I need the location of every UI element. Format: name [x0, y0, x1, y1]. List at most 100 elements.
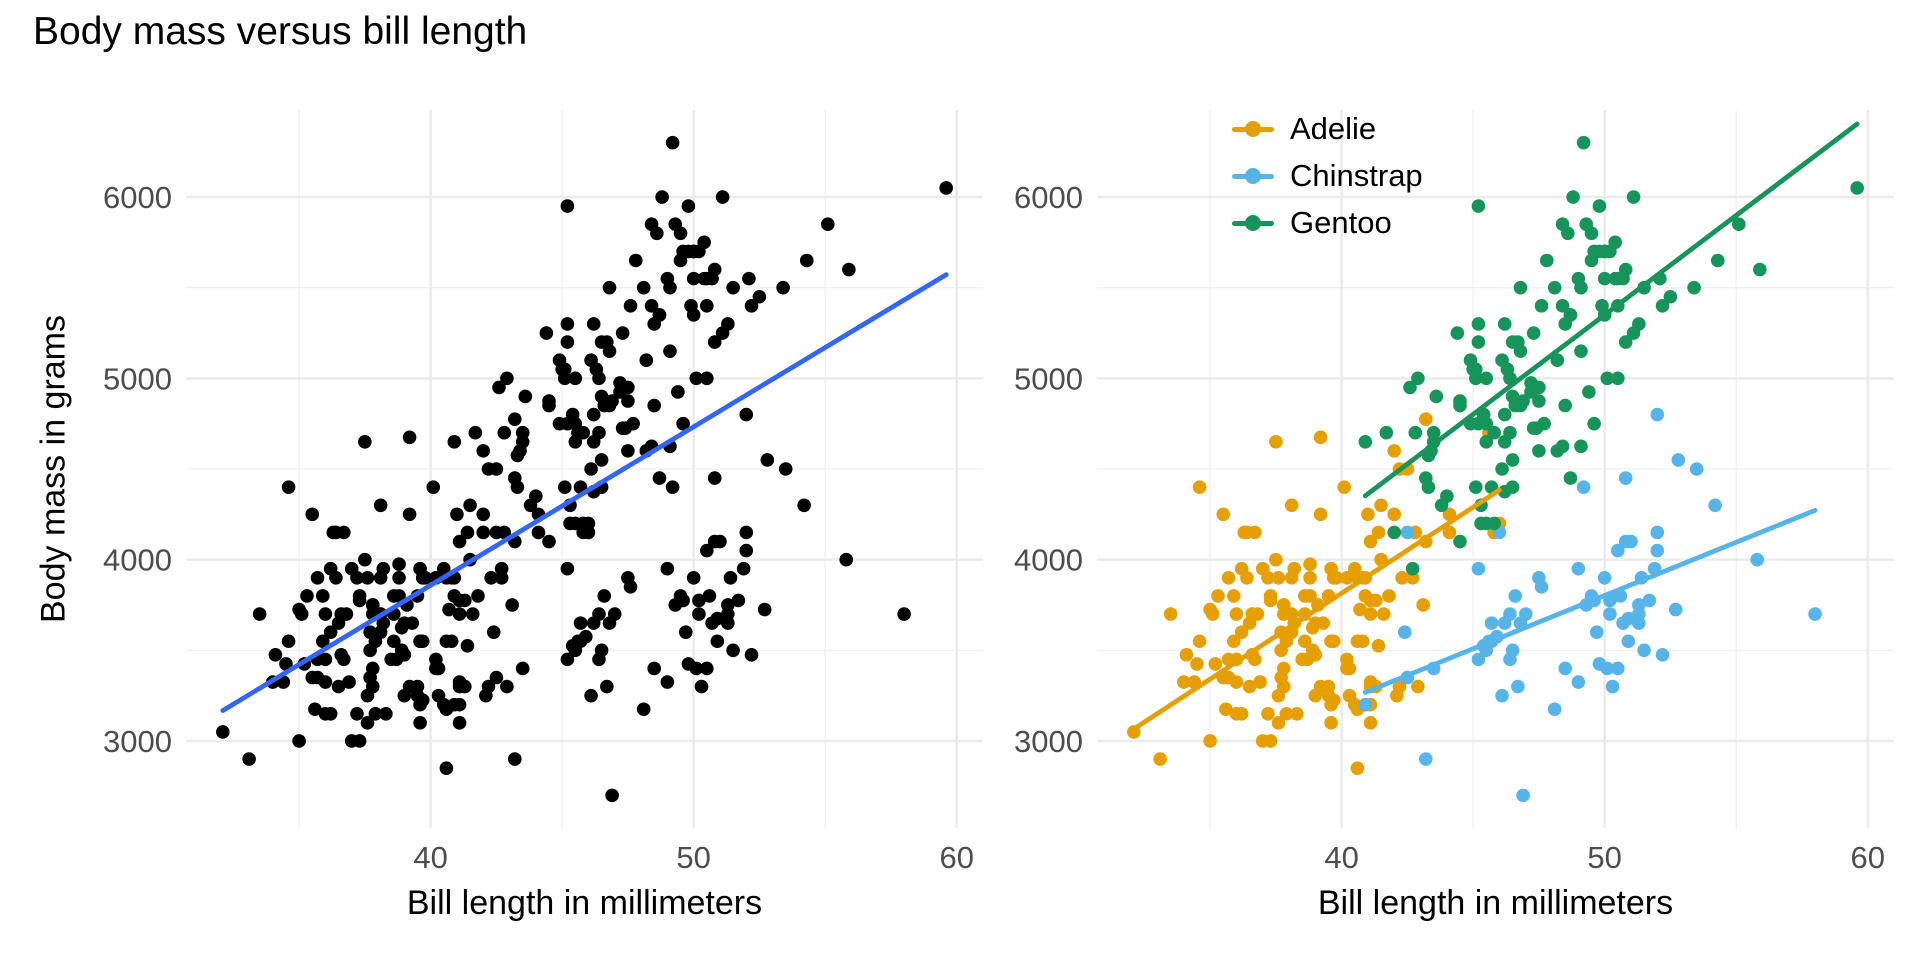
data-point-chinstrap [1592, 657, 1607, 671]
data-point-chinstrap [1571, 675, 1586, 689]
data-point-chinstrap [573, 634, 588, 649]
data-point-adelie [1253, 675, 1267, 689]
data-point-adelie [397, 648, 412, 662]
data-point-gentoo [1587, 416, 1601, 431]
data-point-gentoo [1471, 335, 1486, 349]
data-point-gentoo [652, 471, 667, 485]
y-tick-label: 3000 [1014, 724, 1083, 759]
data-point-adelie [1308, 616, 1323, 630]
data-point-chinstrap [1571, 561, 1586, 576]
data-point-gentoo [707, 262, 722, 277]
x-axis-title-left: Bill length in millimeters [406, 884, 763, 922]
data-point-adelie [450, 507, 464, 522]
data-point-adelie [392, 570, 406, 585]
data-point-adelie [1234, 561, 1249, 576]
data-point-gentoo [684, 299, 698, 313]
y-tick-label: 5000 [103, 361, 172, 396]
data-point-chinstrap [702, 589, 717, 603]
trend-line [1362, 121, 1860, 499]
x-tick-label: 60 [939, 840, 973, 875]
data-point-chinstrap [1621, 634, 1636, 649]
data-point-gentoo [518, 389, 533, 404]
data-point-adelie [1190, 657, 1204, 671]
data-point-adelie [531, 525, 546, 540]
data-point-adelie [373, 498, 388, 513]
x-tick-label: 50 [676, 840, 710, 875]
data-point-adelie [360, 688, 375, 703]
legend-item-chinstrap: Chinstrap [1232, 155, 1423, 197]
data-point-adelie [1192, 480, 1207, 494]
data-point-adelie [460, 638, 475, 653]
data-point-adelie [1226, 589, 1241, 603]
data-point-adelie [352, 593, 367, 608]
data-point-chinstrap [694, 679, 709, 694]
data-point-chinstrap [560, 561, 575, 576]
data-point-chinstrap [573, 616, 588, 630]
data-point-gentoo [584, 462, 598, 476]
data-point-adelie [452, 716, 467, 730]
data-point-gentoo [523, 498, 538, 513]
data-point-gentoo [621, 444, 635, 458]
data-point-gentoo [1600, 371, 1615, 386]
data-point-gentoo [494, 561, 509, 576]
data-point-gentoo [676, 416, 690, 431]
data-point-chinstrap [721, 607, 735, 621]
data-point-adelie [279, 657, 293, 671]
data-point-chinstrap [1597, 570, 1612, 585]
data-point-gentoo [647, 317, 662, 331]
data-point-adelie [360, 716, 375, 730]
data-point-gentoo [602, 344, 617, 358]
data-point-gentoo [1555, 439, 1570, 454]
data-point-adelie [379, 706, 393, 721]
data-point-adelie [1313, 430, 1328, 445]
data-point-chinstrap [1516, 788, 1530, 803]
data-point-gentoo [1524, 385, 1538, 399]
data-point-gentoo [568, 371, 583, 386]
data-point-gentoo [592, 425, 606, 440]
data-point-adelie [281, 480, 296, 494]
data-point-gentoo [673, 226, 688, 241]
data-point-chinstrap [1471, 652, 1486, 667]
data-point-chinstrap [1495, 688, 1509, 703]
data-point-chinstrap [1618, 534, 1633, 549]
data-point-adelie [1203, 734, 1217, 748]
trend-line [1362, 507, 1818, 695]
data-point-gentoo [1561, 226, 1575, 241]
data-point-adelie [1340, 661, 1354, 676]
data-point-adelie [1216, 507, 1231, 522]
data-point-adelie [452, 534, 467, 549]
data-point-chinstrap [705, 616, 719, 630]
data-point-gentoo [555, 362, 569, 377]
data-point-adelie [300, 589, 314, 603]
data-point-adelie [1340, 570, 1354, 585]
data-point-gentoo [1429, 389, 1444, 404]
data-point-adelie [1363, 716, 1378, 730]
data-point-adelie [384, 652, 398, 667]
data-point-gentoo [568, 435, 583, 449]
data-point-gentoo [1450, 326, 1465, 340]
data-point-adelie [1418, 412, 1433, 426]
data-point-chinstrap [586, 616, 601, 630]
data-point-gentoo [594, 453, 609, 467]
data-point-chinstrap [700, 543, 714, 558]
data-point-adelie [326, 525, 341, 540]
data-point-adelie [1411, 679, 1425, 694]
data-point-adelie [500, 679, 514, 694]
data-point-chinstrap [1589, 625, 1604, 639]
data-point-gentoo [623, 299, 638, 313]
data-point-adelie [481, 462, 496, 476]
data-point-chinstrap [1642, 593, 1657, 608]
data-point-adelie [1363, 607, 1378, 621]
data-point-adelie [471, 589, 485, 603]
data-point-adelie [1326, 693, 1341, 707]
x-tick-label: 40 [413, 840, 447, 875]
data-point-adelie [402, 430, 417, 445]
data-point-adelie [1353, 602, 1367, 617]
data-point-gentoo [1453, 394, 1467, 408]
data-point-chinstrap [757, 602, 772, 617]
data-point-chinstrap [507, 752, 522, 766]
data-point-chinstrap [1611, 661, 1625, 676]
data-point-gentoo [655, 190, 669, 204]
data-point-adelie [484, 570, 498, 585]
data-point-adelie [308, 702, 322, 717]
